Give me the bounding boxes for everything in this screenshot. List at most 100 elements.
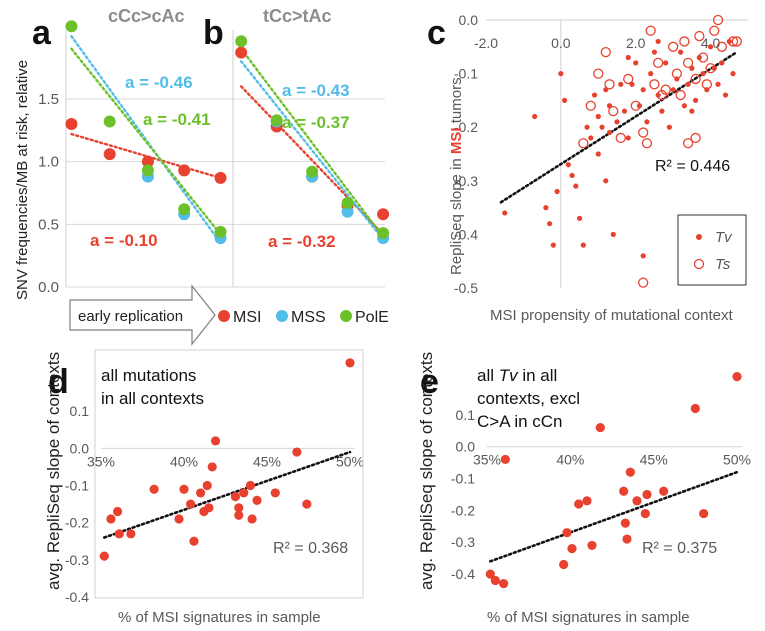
panel-a-point-pole bbox=[141, 164, 154, 177]
panel-e-ylabel: avg. RepliSeq slope of contexts bbox=[417, 352, 436, 590]
panel-c-point-tv bbox=[625, 135, 631, 141]
panel-c-point-tv bbox=[543, 205, 549, 211]
panel-b-slope-mss: a = -0.43 bbox=[282, 81, 350, 100]
panel-d-point bbox=[99, 551, 109, 561]
panel-ab: 0.0 0.5 1.0 1.5 a = -0.10 a = -0.46 a = -0.41 a… bbox=[38, 20, 390, 296]
panel-d-point bbox=[292, 447, 302, 457]
panel-c-point-ts bbox=[682, 138, 694, 149]
panel-e-point bbox=[485, 569, 495, 579]
panel-d-xtick: 50% bbox=[336, 453, 364, 469]
panel-c-point-ts bbox=[608, 105, 619, 117]
panel-c-point-tv bbox=[565, 162, 571, 168]
panel-d-point bbox=[126, 529, 136, 539]
panel-c-xtick: 4.0 bbox=[701, 35, 721, 51]
panel-c-point-ts bbox=[630, 100, 641, 111]
panel-c-point-tv bbox=[722, 92, 729, 98]
panel-label-e: e bbox=[420, 363, 439, 401]
panel-e-ytick: 0.0 bbox=[456, 439, 476, 455]
panel-c-ytick: -0.5 bbox=[454, 280, 478, 296]
panel-c-ytick: -0.2 bbox=[454, 119, 478, 135]
panel-c-point-tv bbox=[633, 60, 639, 66]
panel-a-trend-pole bbox=[70, 47, 222, 236]
panel-c-legend-tv-marker bbox=[696, 234, 702, 240]
panel-e-annotation-line1: all Tv in all bbox=[477, 366, 557, 385]
panel-d-point bbox=[149, 484, 159, 494]
panel-a-point-pole bbox=[65, 20, 78, 33]
panel-d-ylabel: avg. RepliSeq slope of contexts bbox=[44, 352, 63, 590]
panel-c-legend-box bbox=[677, 214, 747, 286]
panel-e-point bbox=[640, 508, 650, 519]
panel-c-point-tv bbox=[726, 38, 732, 45]
panel-c-point-tv bbox=[711, 65, 717, 71]
panel-c-point-tv bbox=[591, 92, 598, 98]
panel-c-point-ts bbox=[727, 36, 739, 47]
panel-e-point bbox=[622, 534, 632, 544]
panel-c-point-ts bbox=[660, 84, 671, 95]
panel-c-point-ts bbox=[623, 73, 634, 85]
panel-e-point bbox=[595, 422, 605, 433]
panel-b-point-pole bbox=[235, 35, 248, 48]
bottom-legend: early replication MSI MSS PolE bbox=[69, 284, 389, 346]
panel-label-a: a bbox=[32, 14, 52, 52]
panel-e-ytick: 0.1 bbox=[456, 407, 476, 423]
panel-b-slope-msi: a = -0.32 bbox=[268, 232, 336, 251]
panel-e-xtick: 45% bbox=[640, 452, 668, 468]
panel-label-c: c bbox=[427, 14, 446, 52]
panel-c-point-tv bbox=[685, 81, 691, 87]
panel-c-point-tv bbox=[715, 81, 721, 87]
panel-b-point-pole bbox=[377, 227, 390, 240]
panel-a-point-pole bbox=[178, 203, 191, 216]
panel-e-point bbox=[499, 579, 509, 589]
panel-e-point bbox=[642, 489, 652, 500]
panel-d-xtick: 45% bbox=[253, 453, 281, 469]
panel-c-point-ts bbox=[667, 41, 679, 52]
panel-c-point-tv bbox=[562, 97, 568, 103]
panel-e-ytick: -0.1 bbox=[451, 471, 475, 487]
panel-c-legend: Tv Ts bbox=[677, 214, 747, 286]
panel-b-point-mss bbox=[341, 205, 354, 218]
panel-label-b: b bbox=[203, 14, 224, 52]
panel-c-point-tv bbox=[547, 221, 553, 227]
panel-c-ytick: -0.4 bbox=[454, 226, 478, 242]
panel-d-point bbox=[189, 536, 199, 546]
panel-c-point-ts bbox=[638, 277, 649, 288]
panel-c-point-ts bbox=[645, 25, 656, 36]
panel-ab-ytick: 1.0 bbox=[38, 154, 59, 171]
panel-c-point-ts bbox=[604, 79, 615, 90]
panel-c-xtick: 2.0 bbox=[626, 35, 646, 51]
panel-d-xtick: 40% bbox=[170, 453, 198, 469]
panel-d-point bbox=[114, 529, 124, 539]
panel-c-point-ts bbox=[578, 138, 589, 149]
panel-e-xtick: 40% bbox=[556, 452, 584, 468]
panel-c: -2.0 0.0 2.0 4.0 0.0 -0.1 -0.2 -0.3 -0.4 -0.5 bbox=[454, 12, 748, 296]
panel-c-point-ts bbox=[593, 68, 604, 79]
legend-marker-mss bbox=[276, 310, 288, 322]
panel-d-point bbox=[230, 492, 241, 502]
panel-c-point-tv bbox=[659, 108, 665, 114]
panel-c-ylabel-part1: RepliSeq slope in bbox=[448, 154, 465, 275]
replication-arrow bbox=[69, 284, 216, 346]
panel-c-point-tv bbox=[554, 188, 560, 195]
panel-c-point-tv bbox=[606, 129, 613, 136]
panel-d-point bbox=[106, 514, 116, 524]
panel-d-point bbox=[247, 514, 257, 524]
panel-d-point bbox=[179, 484, 189, 494]
panel-c-point-tv bbox=[640, 253, 646, 259]
panel-e-ytick: -0.2 bbox=[451, 502, 475, 518]
panel-d-point bbox=[234, 503, 244, 513]
panel-b-title: tCc>tAc bbox=[263, 6, 332, 26]
panel-c-point-tv bbox=[614, 119, 620, 125]
panel-d-point bbox=[113, 506, 123, 517]
panel-c-point-tv bbox=[655, 38, 661, 45]
panel-c-point-tv bbox=[644, 119, 650, 125]
panel-e-xtick: 50% bbox=[723, 452, 751, 468]
panel-c-point-tv bbox=[625, 54, 631, 61]
panel-c-point-tv bbox=[550, 242, 556, 248]
panel-c-point-tv bbox=[584, 124, 590, 130]
panel-b-point-msi bbox=[377, 208, 390, 221]
panel-c-point-ts bbox=[600, 47, 611, 58]
panel-d-point bbox=[207, 462, 217, 472]
panel-c-point-tv bbox=[719, 60, 725, 66]
panel-e-r2: R² = 0.375 bbox=[642, 540, 717, 557]
